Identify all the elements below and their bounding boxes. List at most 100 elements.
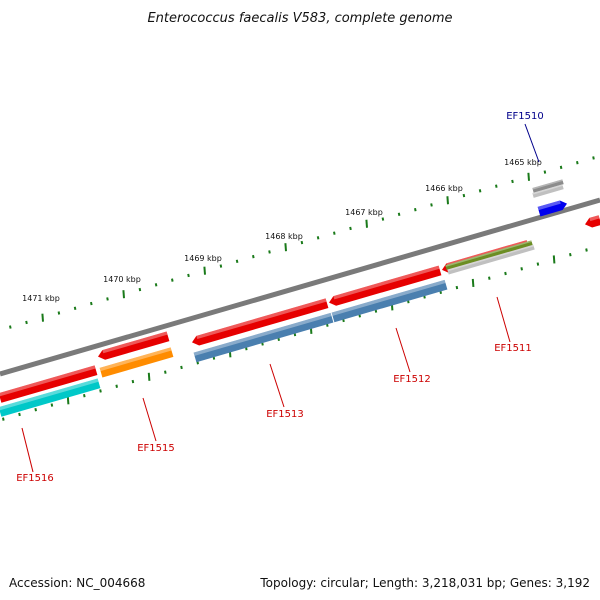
tick-mark (365, 219, 368, 228)
tick-mark (25, 320, 28, 325)
tick-mark (66, 396, 70, 405)
tick-mark (488, 276, 491, 280)
tick-label: 1467 kbp (345, 208, 383, 217)
tick-mark (203, 266, 206, 275)
tick-mark (164, 370, 167, 374)
tick-mark (527, 172, 530, 181)
tick-mark (83, 393, 86, 398)
gene-label-ef1510: EF1510 (506, 111, 544, 122)
tick-mark (18, 412, 21, 417)
tick-label: 1466 kbp (425, 184, 463, 193)
tick-mark (138, 287, 142, 292)
tick-mark (592, 156, 595, 160)
cds-ef1516 (0, 365, 98, 403)
category-ef1511 (445, 240, 533, 271)
category-ef1510 (532, 179, 564, 193)
tick-mark (462, 193, 466, 198)
tick-mark (268, 250, 271, 254)
tick-mark (397, 212, 401, 217)
tick-mark (50, 403, 54, 407)
tick-mark (552, 255, 556, 264)
gene-label-ef1516: EF1516 (16, 473, 54, 484)
tick-mark (414, 207, 417, 212)
tick-label: 1471 kbp (22, 294, 60, 303)
tick-mark (381, 217, 385, 221)
leader-line (269, 363, 285, 408)
tick-mark (478, 189, 482, 193)
tick-mark (349, 226, 352, 231)
tick-mark (495, 184, 498, 188)
category-ef1515 (99, 347, 174, 378)
gene-label-ef1512: EF1512 (393, 374, 431, 385)
outer-tick-row (9, 156, 595, 329)
cds-ef1513 (192, 298, 329, 346)
leader-line (524, 123, 540, 163)
tick-mark (154, 283, 158, 287)
tick-mark (252, 254, 255, 259)
gene-label-ef1515: EF1515 (137, 443, 175, 454)
genome-summary-text: Topology: circular; Length: 3,218,031 bp… (259, 576, 590, 590)
genome-backbone (0, 197, 600, 377)
tick-mark (131, 379, 135, 384)
tick-mark (57, 311, 61, 315)
tick-mark (569, 253, 572, 257)
tick-mark (559, 165, 563, 170)
tick-label: 1468 kbp (265, 232, 303, 241)
tick-mark (284, 243, 287, 252)
tick-mark (171, 278, 174, 282)
tick-labels: 1465 kbp 1466 kbp 1467 kbp 1468 kbp 1469 kbp… (22, 158, 542, 303)
tick-mark (520, 267, 523, 271)
gene-label-ef1513: EF1513 (266, 409, 304, 420)
tick-label: 1469 kbp (184, 254, 222, 263)
tick-mark (41, 313, 44, 322)
leader-line (496, 296, 511, 343)
tick-mark (511, 179, 514, 184)
tick-mark (585, 248, 588, 252)
tick-mark (187, 273, 190, 278)
cds-next (585, 215, 600, 228)
tick-mark (90, 301, 93, 306)
tick-mark (504, 271, 507, 276)
tick-mark (106, 297, 109, 301)
tick-mark (99, 389, 102, 393)
tick-mark (543, 170, 547, 174)
tick-mark (333, 231, 336, 235)
category-ef1512 (331, 279, 448, 323)
leader-line (21, 427, 34, 473)
tick-mark (536, 262, 540, 266)
category-ef1513 (193, 312, 334, 363)
tick-label: 1470 kbp (103, 275, 141, 284)
cds-ef1510 (537, 200, 567, 217)
tick-mark (576, 160, 579, 165)
category-ef1510-alt (532, 184, 564, 198)
tick-mark (235, 259, 239, 264)
cds-ef1512 (329, 265, 442, 306)
tick-mark (430, 203, 433, 207)
cds-ef1515 (98, 331, 170, 360)
map-title: Enterococcus faecalis V583, complete gen… (147, 11, 452, 26)
leader-line (142, 397, 157, 442)
tick-mark (34, 408, 37, 412)
leader-line (395, 327, 411, 373)
tick-mark (147, 372, 151, 381)
tick-mark (300, 240, 304, 245)
tick-mark (73, 306, 77, 311)
category-ef1511-alt (447, 244, 535, 275)
tick-mark (9, 325, 12, 329)
category-ef1516 (0, 378, 101, 417)
gene-label-ef1511: EF1511 (494, 343, 532, 354)
tick-mark (180, 365, 183, 370)
tick-mark (122, 290, 125, 299)
gene-labels: EF1510 EF1511 EF1512 EF1513 EF1515 EF1516 (16, 111, 544, 484)
accession-text: Accession: NC_004668 (9, 576, 145, 590)
tick-mark (446, 196, 449, 205)
tick-mark (471, 278, 475, 287)
feature-tracks (0, 179, 600, 417)
tick-mark (2, 417, 5, 421)
tick-mark (219, 264, 223, 268)
tick-mark (455, 285, 459, 290)
inner-tick-row (2, 248, 588, 421)
tick-mark (115, 384, 118, 388)
tick-label: 1465 kbp (504, 158, 542, 167)
